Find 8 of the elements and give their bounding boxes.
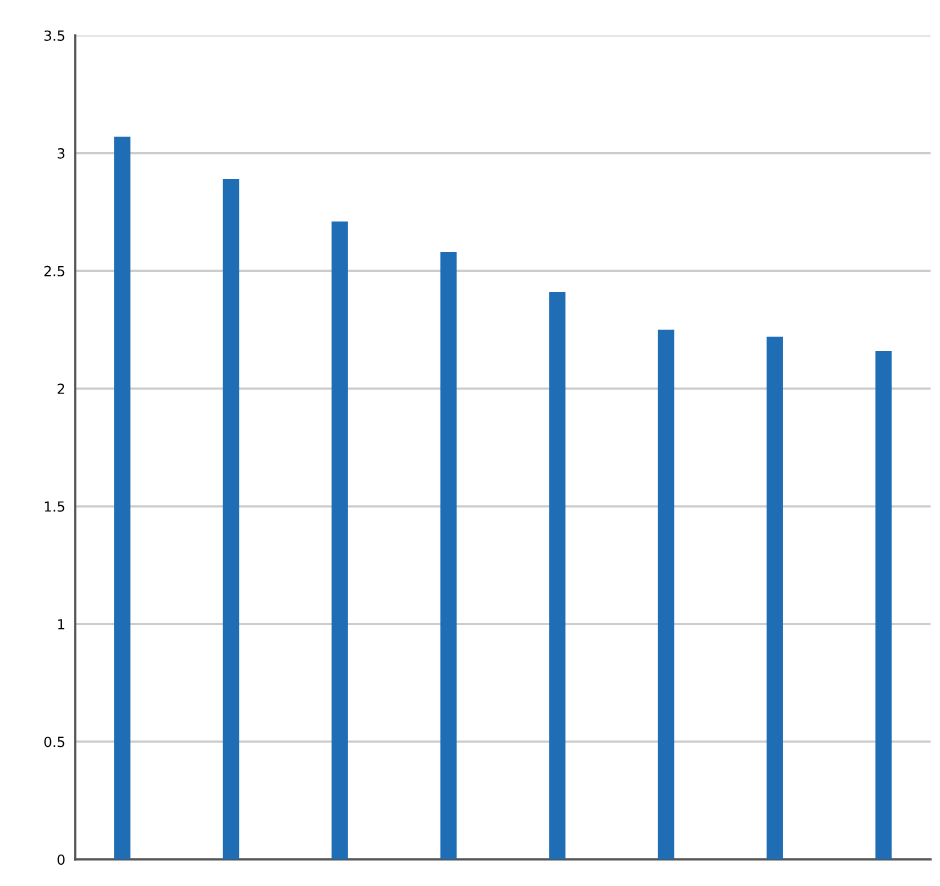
bar	[331, 221, 348, 860]
bar	[875, 350, 892, 860]
bar	[440, 252, 457, 860]
bar	[657, 329, 675, 860]
bar	[222, 179, 240, 860]
bar	[114, 136, 131, 860]
bar	[766, 336, 783, 860]
bar	[549, 292, 566, 860]
